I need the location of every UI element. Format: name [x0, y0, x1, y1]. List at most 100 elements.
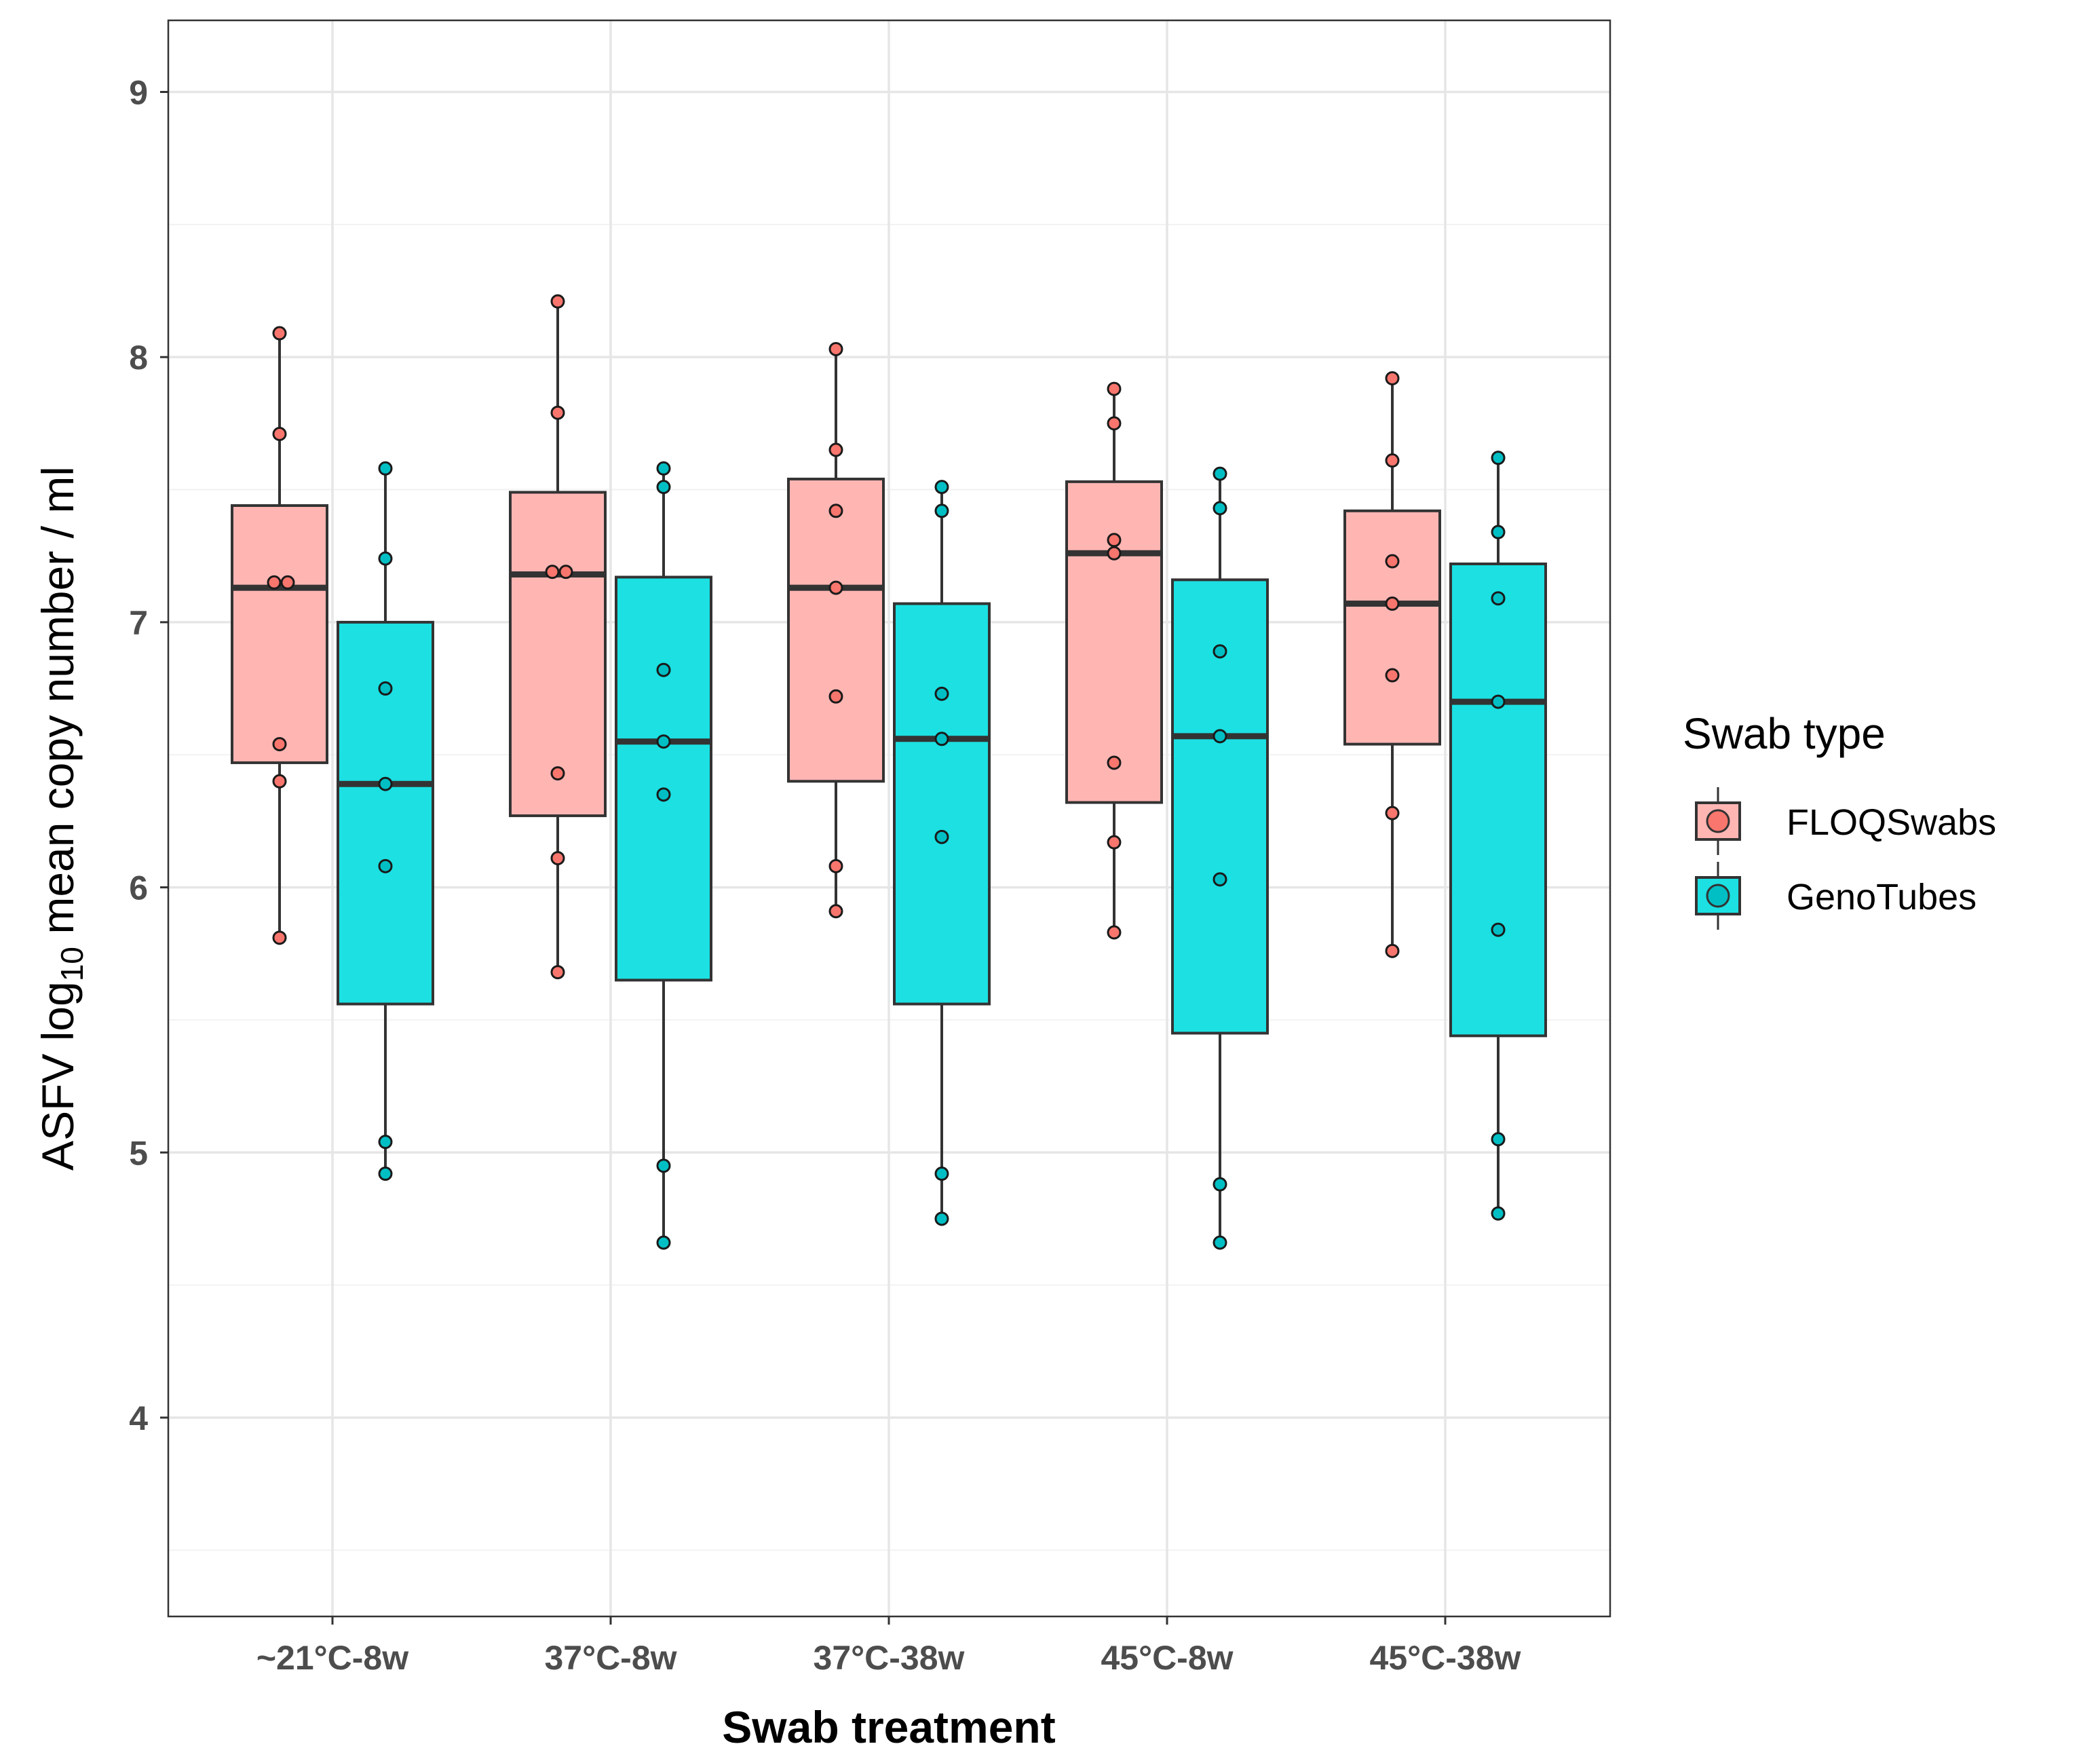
- point-floqswabs: [828, 341, 843, 356]
- point-floqswabs: [1385, 943, 1400, 958]
- y-axis-title-subscript: 10: [54, 947, 90, 981]
- point-floqswabs: [550, 405, 565, 420]
- box-iqr: [509, 491, 607, 818]
- point-floqswabs: [1107, 755, 1122, 770]
- point-floqswabs: [1107, 533, 1122, 548]
- y-tick-label: 6: [129, 869, 148, 907]
- point-genotubes: [934, 1167, 949, 1181]
- y-axis-title: ASFV log10 mean copy number / ml: [33, 466, 90, 1171]
- point-genotubes: [656, 461, 671, 476]
- point-floqswabs: [545, 565, 560, 580]
- box-floqswabs-2: [787, 349, 885, 911]
- point-genotubes: [1213, 501, 1227, 516]
- point-genotubes: [934, 686, 949, 701]
- x-tick-label: 45°C-8w: [1101, 1639, 1233, 1677]
- x-axis-ticks: ~21°C-8w 37°C-8w 37°C-38w 45°C-8w 45°C-38w: [256, 1616, 1521, 1677]
- box-iqr: [615, 575, 712, 982]
- point-floqswabs: [280, 575, 295, 590]
- point-floqswabs: [550, 766, 565, 781]
- point-floqswabs: [1107, 925, 1122, 940]
- point-genotubes: [656, 1235, 671, 1250]
- box-genotubes-1: [615, 468, 712, 1243]
- point-floqswabs: [550, 965, 565, 980]
- point-floqswabs: [1385, 597, 1400, 611]
- point-floqswabs: [828, 504, 843, 518]
- x-tick-label: 37°C-8w: [544, 1639, 676, 1677]
- point-floqswabs: [1385, 806, 1400, 820]
- box-floqswabs-4: [1343, 378, 1441, 951]
- point-floqswabs: [550, 851, 565, 866]
- point-genotubes: [1491, 1132, 1506, 1147]
- point-floqswabs: [1385, 371, 1400, 385]
- y-tick-label: 4: [129, 1399, 148, 1437]
- point-genotubes: [1213, 872, 1227, 887]
- point-genotubes: [656, 1158, 671, 1173]
- point-floqswabs: [272, 737, 287, 752]
- y-axis-title-suffix: mean copy number / ml: [33, 466, 83, 947]
- x-tick-label: 45°C-38w: [1370, 1639, 1521, 1677]
- point-genotubes: [1213, 1235, 1227, 1250]
- point-genotubes: [934, 829, 949, 844]
- point-floqswabs: [1385, 453, 1400, 468]
- point-genotubes: [378, 461, 393, 476]
- point-genotubes: [378, 776, 393, 791]
- boxplots: [231, 301, 1547, 1243]
- point-floqswabs: [267, 575, 282, 590]
- data-points: [267, 294, 1506, 1250]
- point-genotubes: [378, 681, 393, 696]
- point-floqswabs: [272, 774, 287, 789]
- legend-label-floqswabs: FLOQSwabs: [1787, 802, 1996, 843]
- point-genotubes: [656, 662, 671, 677]
- point-genotubes: [1491, 591, 1506, 606]
- point-genotubes: [378, 1167, 393, 1181]
- point-floqswabs: [1107, 381, 1122, 396]
- point-genotubes: [1491, 694, 1506, 709]
- x-tick-label: ~21°C-8w: [256, 1639, 408, 1677]
- box-iqr: [1343, 509, 1441, 746]
- point-genotubes: [1213, 729, 1227, 744]
- grid-lines: [168, 20, 1610, 1616]
- point-genotubes: [934, 480, 949, 495]
- point-genotubes: [378, 551, 393, 566]
- box-floqswabs-1: [509, 301, 607, 972]
- point-genotubes: [1491, 922, 1506, 937]
- box-iqr: [1065, 480, 1163, 804]
- point-genotubes: [1491, 451, 1506, 466]
- box-genotubes-2: [893, 487, 991, 1219]
- legend-key-floqswabs: [1695, 787, 1741, 855]
- point-floqswabs: [1385, 554, 1400, 569]
- point-genotubes: [378, 1135, 393, 1150]
- point-genotubes: [934, 504, 949, 518]
- box-iqr: [893, 602, 991, 1006]
- point-genotubes: [1213, 644, 1227, 659]
- box-iqr: [337, 620, 434, 1006]
- point-genotubes: [1213, 466, 1227, 481]
- x-axis-title: Swab treatment: [722, 1702, 1055, 1752]
- point-genotubes: [378, 858, 393, 873]
- point-floqswabs: [828, 858, 843, 873]
- point-floqswabs: [272, 930, 287, 945]
- point-floqswabs: [1385, 668, 1400, 683]
- point-floqswabs: [828, 580, 843, 595]
- point-genotubes: [1213, 1177, 1227, 1192]
- x-tick-label: 37°C-38w: [814, 1639, 965, 1677]
- y-tick-label: 8: [129, 339, 148, 377]
- point-floqswabs: [272, 426, 287, 441]
- legend-label-genotubes: GenoTubes: [1787, 877, 1977, 917]
- point-floqswabs: [558, 565, 573, 580]
- box-genotubes-4: [1449, 457, 1547, 1214]
- point-floqswabs: [828, 904, 843, 919]
- point-floqswabs: [1107, 835, 1122, 850]
- point-floqswabs: [828, 689, 843, 704]
- y-axis-ticks: 4 5 6 7 8 9: [129, 73, 168, 1437]
- legend: Swab type FLOQSwabs GenoTubes: [1683, 709, 1996, 930]
- box-iqr: [231, 504, 328, 764]
- point-genotubes: [656, 787, 671, 802]
- box-floqswabs-0: [231, 333, 328, 938]
- y-tick-label: 7: [129, 604, 148, 642]
- legend-key-genotubes: [1695, 862, 1741, 930]
- point-genotubes: [656, 480, 671, 495]
- point-floqswabs: [550, 294, 565, 309]
